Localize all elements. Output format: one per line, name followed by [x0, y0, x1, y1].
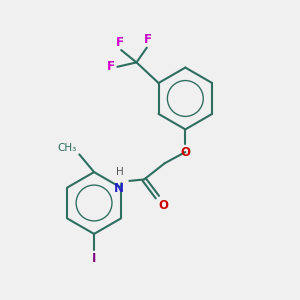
Text: H: H: [116, 167, 124, 177]
Text: O: O: [180, 146, 190, 159]
Text: F: F: [144, 33, 152, 46]
Text: N: N: [113, 182, 124, 195]
Text: CH₃: CH₃: [58, 143, 77, 153]
Text: I: I: [92, 252, 96, 265]
Text: O: O: [159, 199, 169, 212]
Text: F: F: [106, 60, 114, 73]
Text: F: F: [116, 36, 124, 49]
